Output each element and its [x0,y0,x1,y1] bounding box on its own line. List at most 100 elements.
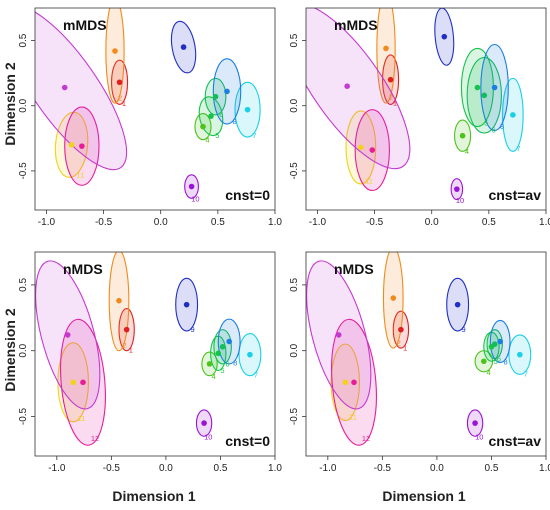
point-1 [387,76,394,83]
point-label-4: 4 [487,368,491,377]
panel-frame [34,251,276,457]
x-axis-title-left: Dimension 1 [112,488,195,504]
panel-frame [305,7,547,211]
x-tick-label: -0.5 [374,463,392,474]
point-label-5: 5 [494,357,498,366]
point-label-7: 7 [516,144,520,153]
y-tick-label: 0.0 [289,98,300,112]
y-tick-label: 0.5 [289,278,300,292]
point-label-6: 6 [492,125,496,134]
panel-note: cnst=av [488,433,541,449]
point-label-10: 10 [204,432,212,441]
point-label-2: 2 [397,339,401,348]
point-8 [226,338,232,345]
x-tick-label: 1.0 [539,217,550,228]
point-label-7: 7 [524,369,528,378]
point-3 [441,33,448,40]
panel-title: mMDS [63,17,107,33]
point-6 [219,343,226,350]
x-tick-label: -0.5 [95,217,113,228]
x-tick-label: -1.0 [319,463,337,474]
point-1 [123,326,130,333]
panel-2: 12 4 56 7 8 10 11 mMDS cnst=av -1.0 -0.5 0.0 0.5 1.0 0… [289,7,550,228]
x-tick-label: 0.5 [211,217,225,228]
point-label-2: 2 [122,341,126,350]
point-label-9: 9 [462,325,466,334]
x-tick-label: -1.0 [309,217,327,228]
point-2 [116,297,122,304]
point-6 [491,341,498,347]
point-label-10: 10 [456,196,464,205]
point-4 [200,123,206,130]
point-label-11: 11 [76,171,84,180]
point-label-6: 6 [219,110,223,119]
point-7 [517,351,523,358]
point-5 [208,113,214,119]
x-tick-label: 0.0 [425,217,439,228]
x-tick-label: 0.0 [154,217,168,228]
point-label-11: 11 [349,413,357,422]
x-tick-label: 0.0 [430,463,444,474]
point-11 [70,379,76,386]
point-label-2: 2 [389,93,393,102]
panel-title: mMDS [334,17,378,33]
point-8 [491,84,498,91]
point-label-8: 8 [503,357,507,366]
x-tick-label: 0.0 [159,463,173,474]
point-label-1: 1 [403,343,407,352]
point-label-12: 12 [91,434,99,443]
y-tick-label: -0.5 [289,407,300,425]
point-10 [188,183,195,190]
point-label-12: 12 [362,434,370,443]
x-tick-label: 0.5 [482,217,496,228]
point-label-8: 8 [500,122,504,131]
point-label-4: 4 [205,136,209,145]
point-label-10: 10 [191,195,199,204]
x-tick-label: 1.0 [268,463,282,474]
x-tick-label: 0.5 [214,463,228,474]
point-purple [64,332,71,338]
y-tick-label: 0.5 [289,33,300,47]
x-tick-label: -0.5 [103,463,121,474]
point-4 [459,132,466,139]
point-11 [68,142,75,148]
y-axis-title-top: Dimension 2 [2,62,18,145]
y-tick-label: -0.5 [18,162,29,180]
point-8 [497,338,503,345]
panel-title: nMDS [63,261,103,277]
point-2 [390,295,397,301]
x-tick-label: 0.5 [485,463,499,474]
point-6 [481,92,488,99]
x-tick-label: 1.0 [539,463,550,474]
point-label-1: 1 [129,346,133,355]
panel-note: cnst=0 [225,433,270,449]
point-8 [224,88,230,95]
x-tick-label: 1.0 [268,217,282,228]
panel-1: 12 45 6 7 8 10 11 mMDS cnst=0 -1.0 -0.5 0.0 0.5 1.0 0.… [18,7,282,228]
point-label-4: 4 [212,372,216,381]
point-5 [474,84,481,91]
point-10 [201,420,207,426]
point-label-5: 5 [215,131,219,140]
point-4 [481,358,487,365]
point-12 [80,379,86,386]
point-10 [454,186,460,192]
point-11 [358,144,364,151]
point-10 [472,420,478,426]
y-tick-label: 0.0 [18,343,29,357]
point-label-6: 6 [225,359,229,368]
point-label-11: 11 [365,176,373,185]
point-label-9: 9 [191,325,195,334]
point-label-6: 6 [497,354,501,363]
point-2 [112,48,118,54]
ellipse-2 [105,8,125,104]
y-tick-label: 0.0 [289,343,300,357]
y-tick-label: 0.5 [18,278,29,292]
panel-title: nMDS [334,261,374,277]
panel-frame [34,7,276,211]
